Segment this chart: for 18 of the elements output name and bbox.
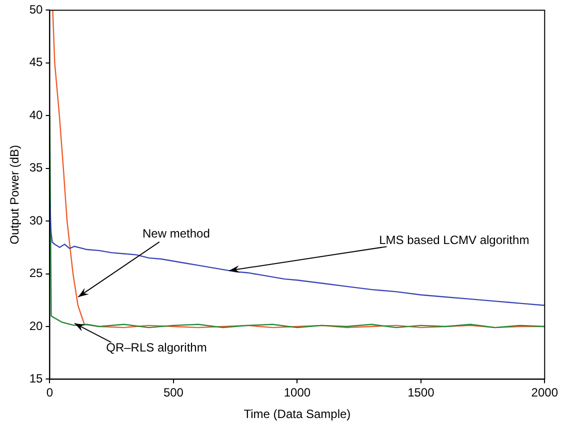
y-tick-label: 50 <box>29 2 44 17</box>
y-tick-label: 20 <box>29 318 44 333</box>
annotation: New method <box>142 226 210 240</box>
annotation: QR–RLS algorithm <box>106 340 207 355</box>
x-axis-title: Time (Data Sample) <box>244 407 351 422</box>
x-tick-label: 1500 <box>408 386 435 400</box>
y-tick-label: 45 <box>29 55 44 70</box>
y-tick-label: 30 <box>29 213 44 228</box>
y-tick-label: 35 <box>29 160 44 175</box>
y-tick-label: 25 <box>29 266 44 280</box>
y-tick-label: 40 <box>29 108 44 122</box>
x-tick-label: 500 <box>163 386 184 400</box>
y-axis-title: Output Power (dB) <box>8 145 22 244</box>
x-tick-label: 1000 <box>284 386 311 400</box>
x-tick-label: 0 <box>46 386 54 400</box>
x-tick-label: 2000 <box>531 386 558 400</box>
y-tick-label: 15 <box>29 372 44 386</box>
annotation: LMS based LCMV algorithm <box>379 232 530 247</box>
